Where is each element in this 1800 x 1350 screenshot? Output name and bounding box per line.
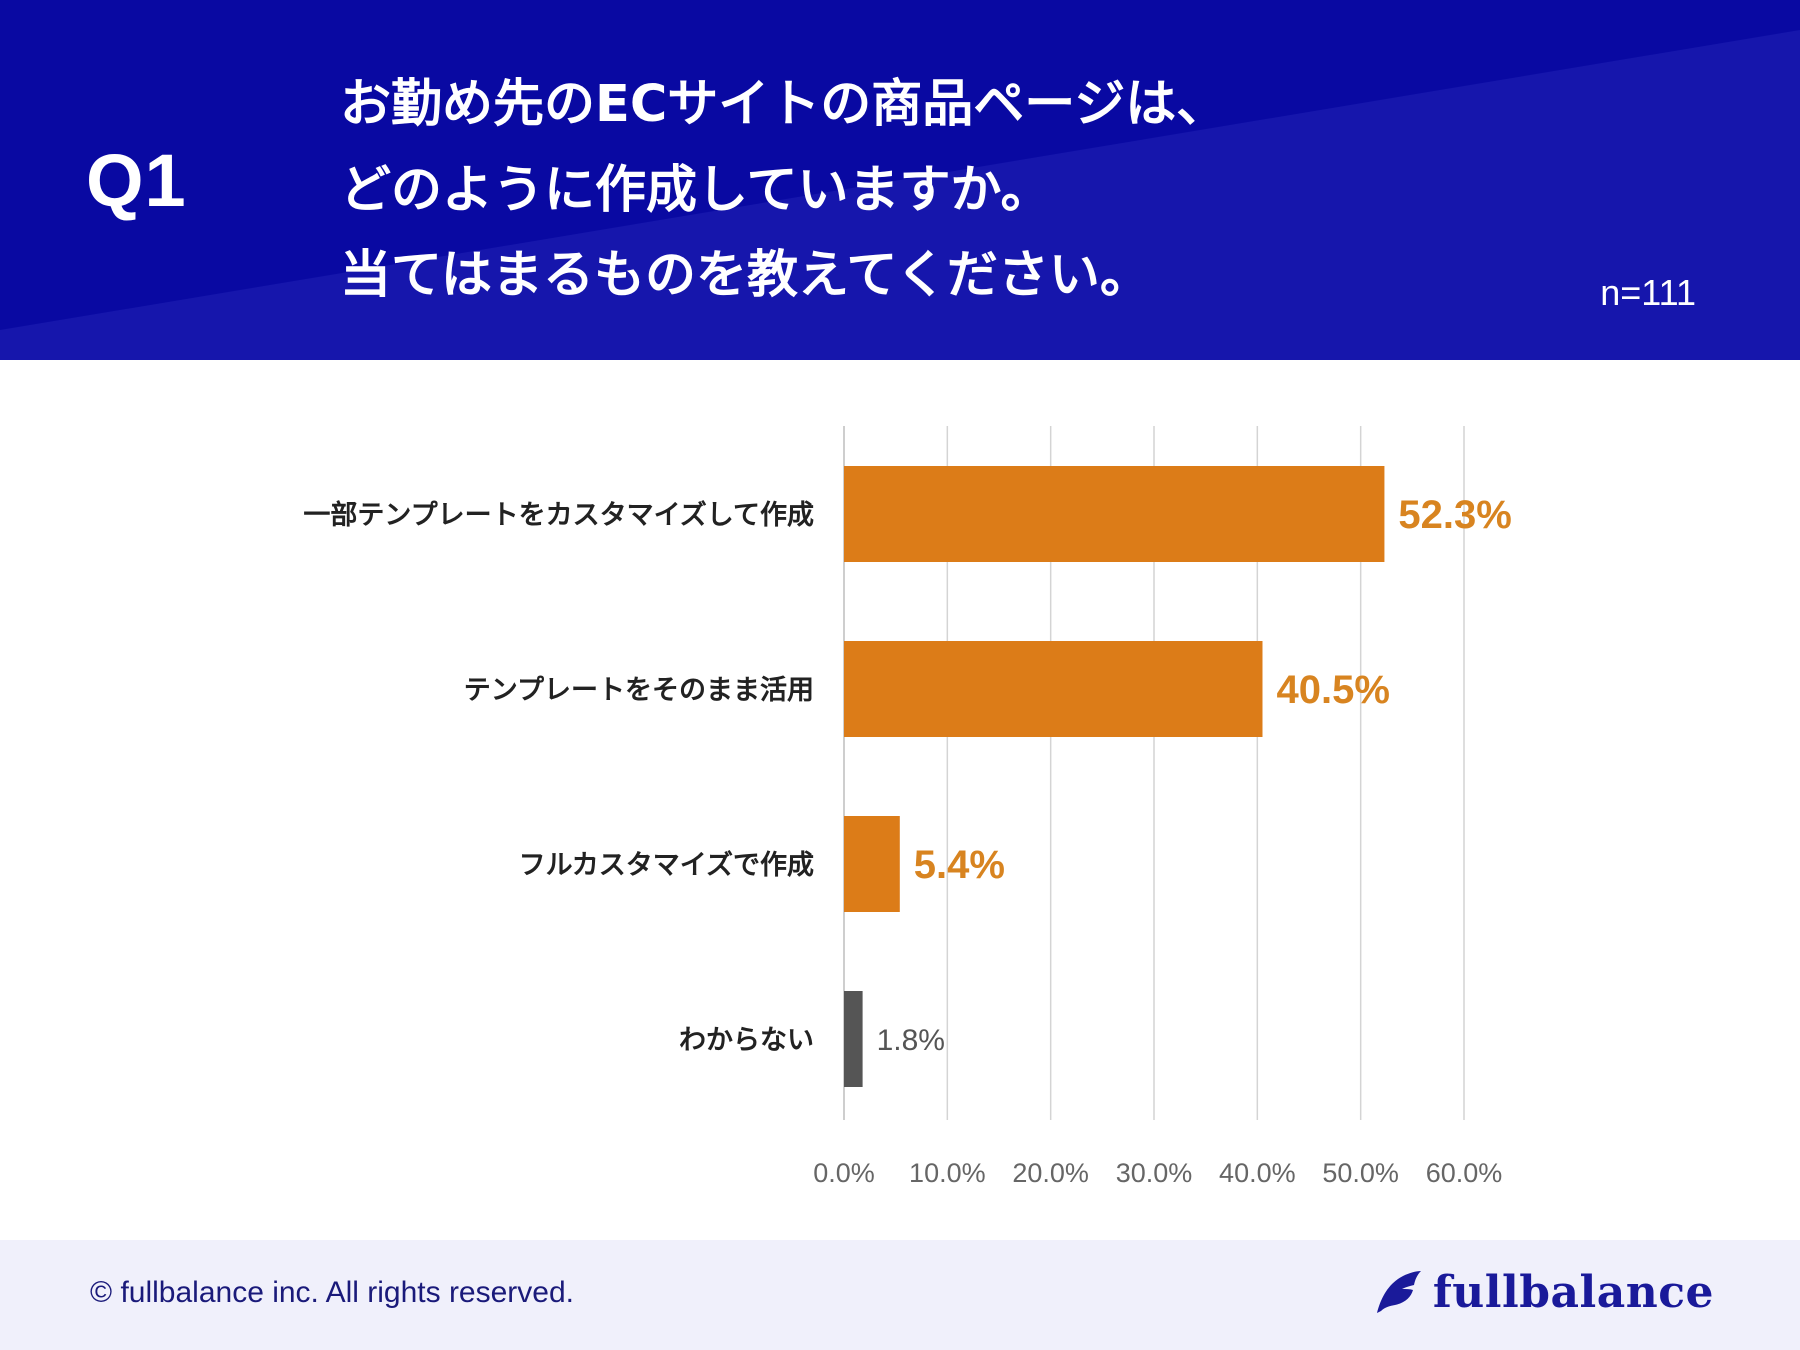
leaf-icon: [1376, 1271, 1421, 1313]
brand-logo: fullbalance: [1373, 1262, 1714, 1322]
x-tick-label: 50.0%: [1322, 1158, 1399, 1188]
label-layer: 一部テンプレートをカスタマイズして作成 52.3% テンプレートをそのまま活用 40.…: [303, 493, 1511, 1057]
question-text-line: どのように作成していますか。: [340, 161, 1052, 220]
question-text-line: お勤め先のECサイトの商品ページは、: [340, 75, 1228, 134]
bar: [844, 991, 863, 1087]
category-label: テンプレートをそのまま活用: [464, 675, 814, 706]
header-sheen: [0, 30, 1800, 360]
category-label: わからない: [679, 1025, 814, 1056]
bar: [844, 466, 1385, 562]
question-number: Q1: [86, 139, 187, 222]
category-label: 一部テンプレートをカスタマイズして作成: [303, 499, 814, 531]
data-label: 40.5%: [1277, 668, 1390, 712]
copyright-text: © fullbalance inc. All rights reserved.: [90, 1276, 574, 1309]
bar: [844, 641, 1263, 737]
category-label: フルカスタマイズで作成: [519, 849, 814, 881]
question-text-line: 当てはまるものを教えてください。: [340, 246, 1151, 305]
data-label: 1.8%: [877, 1024, 945, 1057]
x-tick-label: 60.0%: [1426, 1158, 1503, 1188]
question-header: Q1 お勤め先のECサイトの商品ページは、 どのように作成していますか。 当ては…: [0, 0, 1800, 360]
brand-name: fullbalance: [1432, 1266, 1714, 1318]
x-tick-label: 40.0%: [1219, 1158, 1296, 1188]
sample-size: n=111: [1600, 272, 1696, 313]
data-label: 5.4%: [914, 843, 1005, 887]
tick-layer: 0.0% 10.0% 20.0% 30.0% 40.0% 50.0% 60.0%: [813, 1158, 1502, 1188]
x-tick-label: 10.0%: [909, 1158, 986, 1188]
x-tick-label: 20.0%: [1012, 1158, 1089, 1188]
footer: © fullbalance inc. All rights reserved. …: [0, 1240, 1800, 1350]
x-tick-label: 30.0%: [1116, 1158, 1193, 1188]
data-label: 52.3%: [1398, 493, 1511, 537]
x-tick-label: 0.0%: [813, 1158, 875, 1188]
bar-chart: 一部テンプレートをカスタマイズして作成 52.3% テンプレートをそのまま活用 40.…: [303, 426, 1512, 1188]
bar-layer: [844, 466, 1385, 1087]
bar: [844, 816, 900, 912]
